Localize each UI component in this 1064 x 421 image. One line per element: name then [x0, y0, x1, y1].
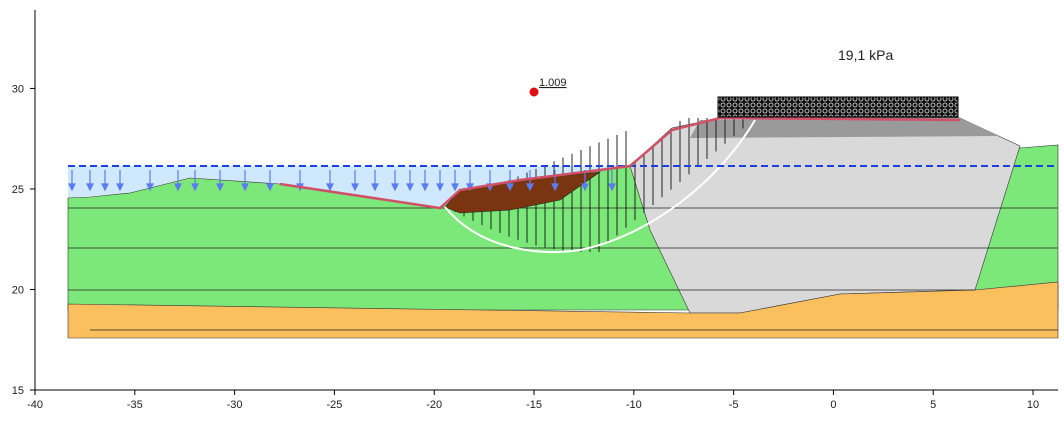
- arrow-head: [608, 183, 616, 192]
- x-tick-label: -5: [729, 399, 739, 411]
- x-tick-label: -35: [127, 399, 143, 411]
- x-tick-label: 0: [830, 399, 836, 411]
- arrow-head: [101, 183, 109, 192]
- water-pressure: [68, 170, 616, 192]
- arrow-head: [506, 183, 514, 192]
- arrow-head: [191, 183, 199, 192]
- arrow-head: [86, 183, 94, 192]
- embankment-top: [690, 118, 1000, 138]
- surface-line: [279, 116, 961, 210]
- arrow-head: [146, 183, 154, 192]
- arrow-head: [436, 183, 444, 192]
- layer-lines: [68, 207, 1058, 331]
- load-label: 19,1 kPa: [838, 47, 893, 63]
- arrow-head: [551, 183, 559, 192]
- arrow-head: [116, 183, 124, 192]
- y-tick-label: 30: [12, 83, 24, 95]
- slip-surface: [444, 119, 756, 253]
- x-tick-label: -20: [426, 399, 442, 411]
- arrow-head: [391, 183, 399, 192]
- x-tick-label: -40: [27, 399, 43, 411]
- arrow-head: [216, 183, 224, 192]
- water: [68, 166, 632, 207]
- x-tick-label: 5: [930, 399, 936, 411]
- arrow-head: [68, 183, 76, 192]
- arrow-head: [266, 183, 274, 192]
- arrow-head: [174, 183, 182, 192]
- arrow-head: [451, 183, 459, 192]
- y-tick-label: 25: [12, 184, 24, 196]
- arrow-head: [526, 183, 534, 192]
- arrow-head: [371, 183, 379, 192]
- x-tick-label: -15: [526, 399, 542, 411]
- arrow-head: [326, 183, 334, 192]
- arrow-head: [421, 183, 429, 192]
- y-tick-label: 20: [12, 284, 24, 296]
- y-tick-label: 15: [12, 385, 24, 397]
- x-tick-label: -25: [326, 399, 342, 411]
- soil-grey: [629, 117, 1021, 314]
- x-tick-label: -30: [227, 399, 243, 411]
- x-tick-label: -10: [626, 399, 642, 411]
- arrow-head: [581, 183, 589, 192]
- x-tick-label: 10: [1027, 399, 1039, 411]
- arrow-head: [351, 183, 359, 192]
- arrow-head: [241, 183, 249, 192]
- arrow-head: [406, 183, 414, 192]
- slip-center: [529, 87, 539, 97]
- load: [717, 96, 959, 118]
- fos-label: 1.009: [539, 77, 567, 89]
